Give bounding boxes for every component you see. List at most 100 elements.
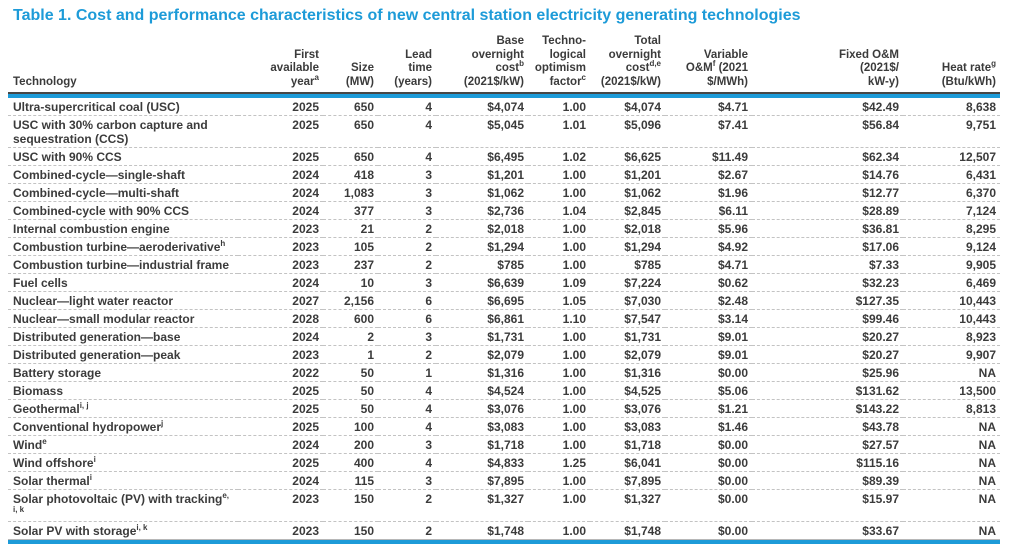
cell-variable-om: $2.48 [665, 291, 752, 310]
cell-base-overnight-cost: $1,201 [436, 165, 528, 184]
cell-technological-optimism-factor: 1.00 [528, 399, 590, 418]
cell-first-available-year: 2023 [238, 255, 323, 274]
cell-fixed-om: $33.67 [752, 521, 903, 540]
table-row: Distributed generation—peak 2023 1 2 $2,079 1… [8, 345, 1000, 364]
cell-size: 650 [323, 115, 378, 148]
cell-variable-om: $0.00 [665, 363, 752, 382]
cell-technological-optimism-factor: 1.00 [528, 237, 590, 256]
cell-base-overnight-cost: $1,718 [436, 435, 528, 454]
cell-technology: Distributed generation—peak [8, 345, 238, 364]
cell-variable-om: $11.49 [665, 147, 752, 166]
table-row: Solar PV with storagei, k 2023 150 2 $1,748 1… [8, 521, 1000, 540]
cell-size: 50 [323, 363, 378, 382]
cell-total-overnight-cost: $3,076 [590, 399, 665, 418]
cell-lead-time: 6 [378, 291, 436, 310]
cell-fixed-om: $99.46 [752, 309, 903, 328]
cell-total-overnight-cost: $1,718 [590, 435, 665, 454]
cell-technology: Distributed generation—base [8, 327, 238, 346]
cell-first-available-year: 2023 [238, 489, 323, 522]
cell-heat-rate: 12,507 [903, 147, 1000, 166]
cell-base-overnight-cost: $785 [436, 255, 528, 274]
cell-base-overnight-cost: $4,833 [436, 453, 528, 472]
table-row: Wind offshorei 2025 400 4 $4,833 1.25 $6,041 $0… [8, 453, 1000, 472]
table-row: Internal combustion engine 2023 21 2 $2,018 1… [8, 219, 1000, 238]
cell-heat-rate: 9,907 [903, 345, 1000, 364]
cell-size: 237 [323, 255, 378, 274]
cell-fixed-om: $20.27 [752, 327, 903, 346]
cell-first-available-year: 2024 [238, 327, 323, 346]
cell-heat-rate: 10,443 [903, 309, 1000, 328]
cell-first-available-year: 2022 [238, 363, 323, 382]
cell-heat-rate: 10,443 [903, 291, 1000, 310]
cell-size: 115 [323, 471, 378, 490]
cell-fixed-om: $62.34 [752, 147, 903, 166]
cell-total-overnight-cost: $1,731 [590, 327, 665, 346]
column-header-technological-optimism-factor: Techno-logical optimism factorc [528, 35, 590, 94]
cell-heat-rate: 8,638 [965, 99, 996, 114]
cell-variable-om: $0.00 [665, 489, 752, 522]
column-header-total-overnight-cost: Total overnight costd,e (2021$/kW) [590, 35, 665, 94]
cell-first-available-year: 2025 [238, 147, 323, 166]
cell-variable-om: $0.00 [665, 453, 752, 472]
cell-technology: Solar PV with storagei, k [8, 521, 238, 540]
cell-technology: Biomass [8, 381, 238, 400]
cell-first-available-year: 2025 [238, 399, 323, 418]
cell-base-overnight-cost: $1,316 [436, 363, 528, 382]
cell-first-available-year: 2025 [238, 417, 323, 436]
cell-size: 150 [323, 489, 378, 522]
cell-first-available-year: 2025 [292, 99, 319, 114]
cell-lead-time: 3 [378, 183, 436, 202]
cell-heat-rate: NA [903, 435, 1000, 454]
table-row: Solar thermali 2024 115 3 $7,895 1.00 $7,895 $0… [8, 471, 1000, 490]
cell-technological-optimism-factor: 1.04 [528, 201, 590, 220]
cell-technological-optimism-factor: 1.00 [528, 219, 590, 238]
cell-first-available-year: 2024 [238, 435, 323, 454]
cell-variable-om: $7.41 [665, 115, 752, 148]
table-row: Battery storage 2022 50 1 $1,316 1.00 $1,316 $0… [8, 363, 1000, 382]
cell-first-available-year: 2024 [238, 471, 323, 490]
cell-lead-time: 3 [378, 435, 436, 454]
cell-size: 21 [323, 219, 378, 238]
table-body: Ultra-supercritical coal (USC) 2025 650 4 $4… [8, 93, 1000, 544]
cell-size: 377 [323, 201, 378, 220]
cell-base-overnight-cost: $4,524 [436, 381, 528, 400]
cell-base-overnight-cost: $6,861 [436, 309, 528, 328]
cell-technology: Combined-cycle—single-shaft [8, 165, 238, 184]
cell-lead-time: 1 [378, 363, 436, 382]
table-title: Table 1. Cost and performance characteri… [13, 7, 801, 24]
cell-total-overnight-cost: $6,041 [590, 453, 665, 472]
cell-heat-rate: 8,295 [903, 219, 1000, 238]
cell-variable-om: $5.96 [665, 219, 752, 238]
cell-lead-time: 2 [378, 219, 436, 238]
cell-first-available-year: 2025 [238, 381, 323, 400]
cell-base-overnight-cost: $3,076 [436, 399, 528, 418]
cell-technology: Combined-cycle—multi-shaft [8, 183, 238, 202]
cell-total-overnight-cost: $4,525 [590, 381, 665, 400]
cell-fixed-om: $28.89 [752, 201, 903, 220]
cell-heat-rate: 6,431 [903, 165, 1000, 184]
table-header: Technology First available yeara Size (MW) Lea… [8, 35, 1000, 94]
cell-variable-om: $0.62 [665, 273, 752, 292]
cell-variable-om: $4.71 [717, 99, 748, 114]
cell-heat-rate: 13,500 [903, 381, 1000, 400]
cell-total-overnight-cost: $1,748 [590, 521, 665, 540]
cell-variable-om: $0.00 [665, 521, 752, 540]
cell-technology: USC with 30% carbon capture and sequestr… [8, 115, 238, 148]
cell-first-available-year: 2025 [238, 453, 323, 472]
cell-heat-rate: 7,124 [903, 201, 1000, 220]
cell-variable-om: $4.92 [665, 237, 752, 256]
cell-lead-time: 2 [378, 255, 436, 274]
cell-technology: Geothermali, j [8, 399, 238, 418]
cell-fixed-om: $15.97 [752, 489, 903, 522]
cell-fixed-om: $20.27 [752, 345, 903, 364]
cell-fixed-om: $32.23 [752, 273, 903, 292]
cell-heat-rate: 8,813 [903, 399, 1000, 418]
cell-lead-time: 4 [425, 99, 432, 114]
cell-total-overnight-cost: $1,201 [590, 165, 665, 184]
cell-technological-optimism-factor: 1.25 [528, 453, 590, 472]
cell-total-overnight-cost: $7,030 [590, 291, 665, 310]
cell-lead-time: 4 [378, 453, 436, 472]
cell-fixed-om: $115.16 [752, 453, 903, 472]
cell-fixed-om: $25.96 [752, 363, 903, 382]
cell-total-overnight-cost: $1,062 [590, 183, 665, 202]
